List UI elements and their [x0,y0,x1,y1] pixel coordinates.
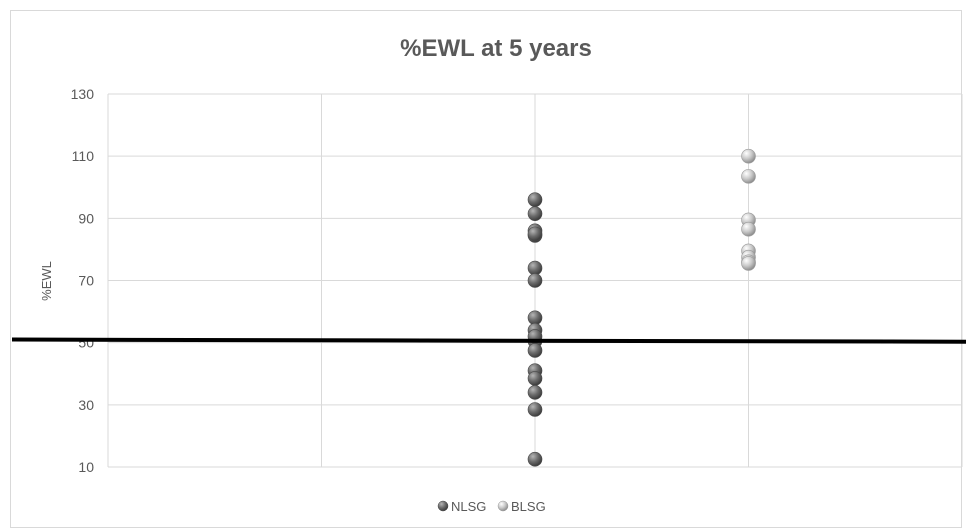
point-nlsg [527,385,543,400]
y-tick-label: 70 [78,273,94,289]
legend-marker-nlsg [437,500,449,512]
legend: NLSG BLSG [437,499,546,514]
point-nlsg [527,343,543,358]
data-points [527,148,756,467]
chart-title: %EWL at 5 years [400,35,592,62]
point-nlsg [527,451,543,467]
legend-label-nlsg: NLSG [451,499,486,514]
point-nlsg [527,371,543,386]
y-tick-label: 10 [78,459,94,475]
point-nlsg [527,273,543,288]
legend-marker-blsg [497,500,509,512]
threshold-line [11,337,967,344]
point-blsg [741,148,756,164]
y-tick-label: 50 [78,335,94,351]
y-tick-label: 130 [71,86,95,102]
legend-label-blsg: BLSG [511,499,546,514]
y-axis-label: %EWL [39,261,54,301]
point-nlsg [527,192,543,207]
point-nlsg [527,402,543,417]
chart-frame [10,10,962,528]
point-blsg [741,256,756,271]
y-axis-ticks: 10 30 50 70 90 110 130 [71,86,95,475]
y-tick-label: 110 [72,148,95,164]
point-nlsg [527,226,543,242]
point-nlsg [527,260,543,276]
y-tick-label: 90 [78,210,94,226]
point-nlsg [527,206,543,221]
point-nlsg [527,310,543,326]
point-blsg [741,221,756,237]
y-tick-label: 30 [78,397,94,413]
point-blsg [741,169,756,184]
threshold-line-stroke [11,337,967,344]
